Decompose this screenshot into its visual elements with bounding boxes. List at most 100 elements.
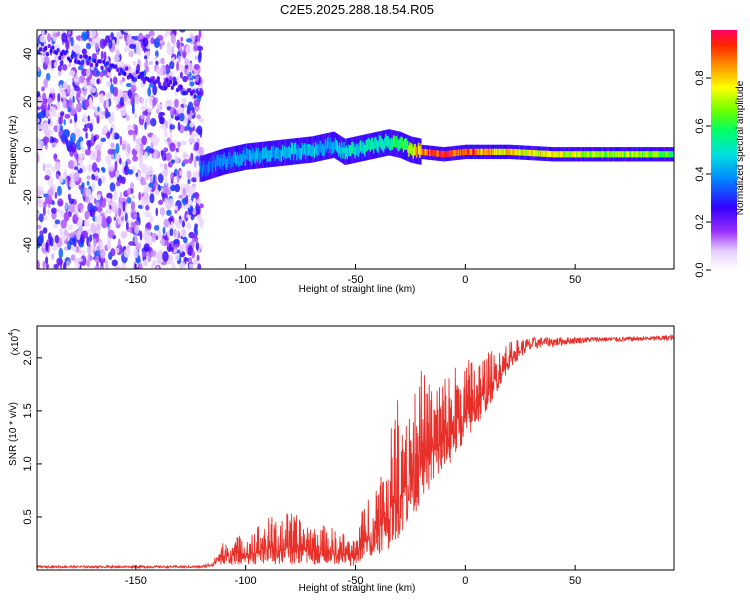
noise-blob [107, 229, 115, 239]
noise-blob [68, 202, 75, 213]
ridge-core [404, 138, 407, 150]
noise-blob [141, 115, 145, 120]
noise-blob [169, 132, 173, 141]
ridge-core [602, 151, 604, 158]
noise-blob [174, 156, 180, 164]
ridge-core [346, 147, 349, 159]
ridge-core [202, 160, 205, 172]
noise-blob [99, 71, 104, 78]
noise-blob [145, 33, 151, 40]
ridge-core [525, 149, 528, 156]
noise-blob [37, 118, 40, 124]
ridge-core [643, 151, 645, 158]
noise-blob [143, 186, 148, 198]
noise-blob [113, 55, 120, 63]
noise-blob [99, 38, 106, 49]
noise-blob [119, 79, 123, 85]
ridge-core [408, 145, 410, 157]
ridge-core [650, 151, 653, 158]
ridge-core [516, 149, 519, 156]
ridge-core [482, 148, 485, 155]
ridge-core [270, 146, 273, 158]
ridge-core [296, 149, 298, 161]
ridge-core [427, 149, 430, 156]
ridge-core [508, 148, 510, 155]
noise-blob [174, 219, 180, 226]
noise-blob [53, 61, 57, 69]
noise-blob [181, 220, 186, 228]
ridge-core [639, 151, 642, 158]
noise-blob [70, 132, 76, 144]
noise-blob [123, 30, 131, 33]
noise-blob [131, 194, 135, 199]
noise-blob [73, 171, 80, 182]
ridge-core [489, 148, 491, 155]
noise-blob [125, 82, 132, 88]
ridge-core [536, 150, 539, 157]
noise-blob [150, 37, 155, 45]
noise-blob [42, 205, 46, 216]
ridge-core [292, 148, 295, 161]
noise-blob [85, 42, 92, 50]
ridge-core [485, 148, 487, 155]
alias-streak-blob [93, 58, 97, 64]
ridge-core [306, 143, 308, 156]
noise-blob [174, 254, 180, 262]
ridge-core [474, 148, 476, 155]
ridge-core [373, 142, 375, 154]
x-tick-label: -50 [348, 575, 364, 587]
y-tick-label: 40 [22, 48, 34, 60]
ridge-core [521, 149, 523, 156]
noise-blob [196, 114, 201, 120]
ridge-core [578, 151, 580, 158]
y-tick-label: 0 [22, 146, 34, 152]
ridge-core [290, 142, 293, 155]
noise-blob [135, 258, 141, 264]
noise-blob [68, 224, 73, 231]
noise-blob [37, 139, 42, 149]
ridge-core [368, 138, 370, 151]
ridge-core [220, 154, 222, 166]
ridge-core [668, 151, 670, 158]
noise-blob [189, 35, 196, 45]
x-tick-label: -100 [235, 274, 257, 286]
noise-blob [154, 55, 158, 61]
noise-blob [67, 30, 72, 36]
alias-streak-blob [65, 49, 69, 54]
noise-blob [193, 63, 200, 70]
ridge-core [402, 140, 405, 153]
noise-blob [147, 86, 152, 97]
ridge-core [210, 156, 212, 169]
ridge-core [511, 148, 513, 156]
noise-blob [145, 230, 152, 237]
noise-blob [123, 93, 127, 103]
ridge-core [264, 147, 266, 159]
ridge-core [543, 150, 545, 157]
noise-blob [95, 70, 101, 77]
svg-text:(x104): (x104) [8, 329, 21, 356]
ridge-core [310, 145, 312, 157]
noise-blob [86, 180, 90, 186]
noise-blob [152, 139, 159, 147]
ridge-core [529, 149, 531, 157]
noise-blob [121, 262, 126, 269]
noise-blob [193, 158, 197, 168]
noise-blob [144, 200, 149, 206]
x-tick-label: 0 [462, 575, 468, 587]
noise-blob [158, 173, 164, 184]
noise-blob [158, 116, 165, 125]
noise-blob [130, 95, 134, 106]
alias-streak-blob [142, 79, 146, 84]
ridge-core [378, 135, 380, 147]
noise-blob [65, 137, 69, 146]
ridge-core [252, 147, 254, 160]
noise-blob [129, 38, 136, 45]
noise-blob [76, 230, 81, 241]
noise-blob [54, 160, 61, 171]
ridge-core [433, 150, 435, 157]
noise-blob [177, 121, 181, 131]
ridge-core [460, 149, 463, 156]
noise-blob [126, 187, 131, 196]
noise-blob [78, 184, 82, 190]
ridge-core [549, 150, 552, 158]
